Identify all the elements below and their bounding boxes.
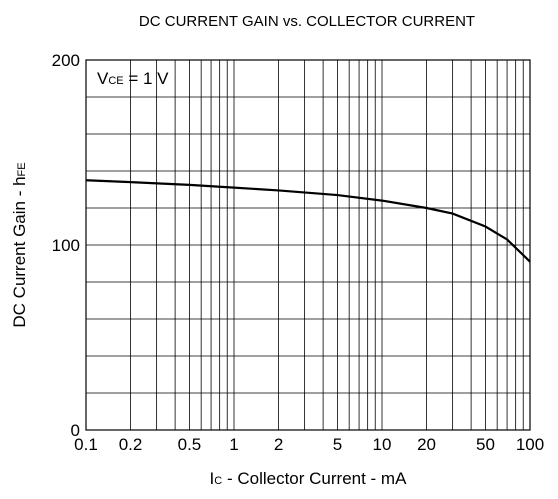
y-axis-label: DC Current Gain - hFE <box>10 162 29 327</box>
x-tick-label: 1 <box>229 435 238 454</box>
y-tick-label: 200 <box>52 51 80 70</box>
annotation-rest: = 1 V <box>124 69 170 88</box>
y-label-main: DC Current Gain - h <box>10 176 29 327</box>
x-tick-label: 10 <box>373 435 392 454</box>
x-tick-label: 0.5 <box>178 435 202 454</box>
x-tick-label: 100 <box>516 435 544 454</box>
annotation-main: V <box>97 69 109 88</box>
line <box>85 179 531 263</box>
x-label-sub: C <box>214 475 222 487</box>
annotation-sub: CE <box>108 75 123 87</box>
x-tick-label: 0.1 <box>74 435 98 454</box>
x-axis-label: IC - Collector Current - mA <box>210 469 408 488</box>
x-tick-label: 2 <box>274 435 283 454</box>
y-tick-label: 0 <box>71 421 80 440</box>
x-label-main: I <box>210 469 215 488</box>
x-tick-label: 50 <box>476 435 495 454</box>
y-label-sub: FE <box>16 162 28 176</box>
x-label-rest: - Collector Current - mA <box>222 469 407 488</box>
y-tick-label: 100 <box>52 236 80 255</box>
x-tick-label: 0.2 <box>119 435 143 454</box>
x-tick-label: 5 <box>333 435 342 454</box>
annotation: VCE = 1 V <box>97 69 169 88</box>
chart-title: DC CURRENT GAIN vs. COLLECTOR CURRENT <box>139 13 475 30</box>
plot-frame <box>85 59 531 431</box>
x-tick-label: 20 <box>417 435 436 454</box>
